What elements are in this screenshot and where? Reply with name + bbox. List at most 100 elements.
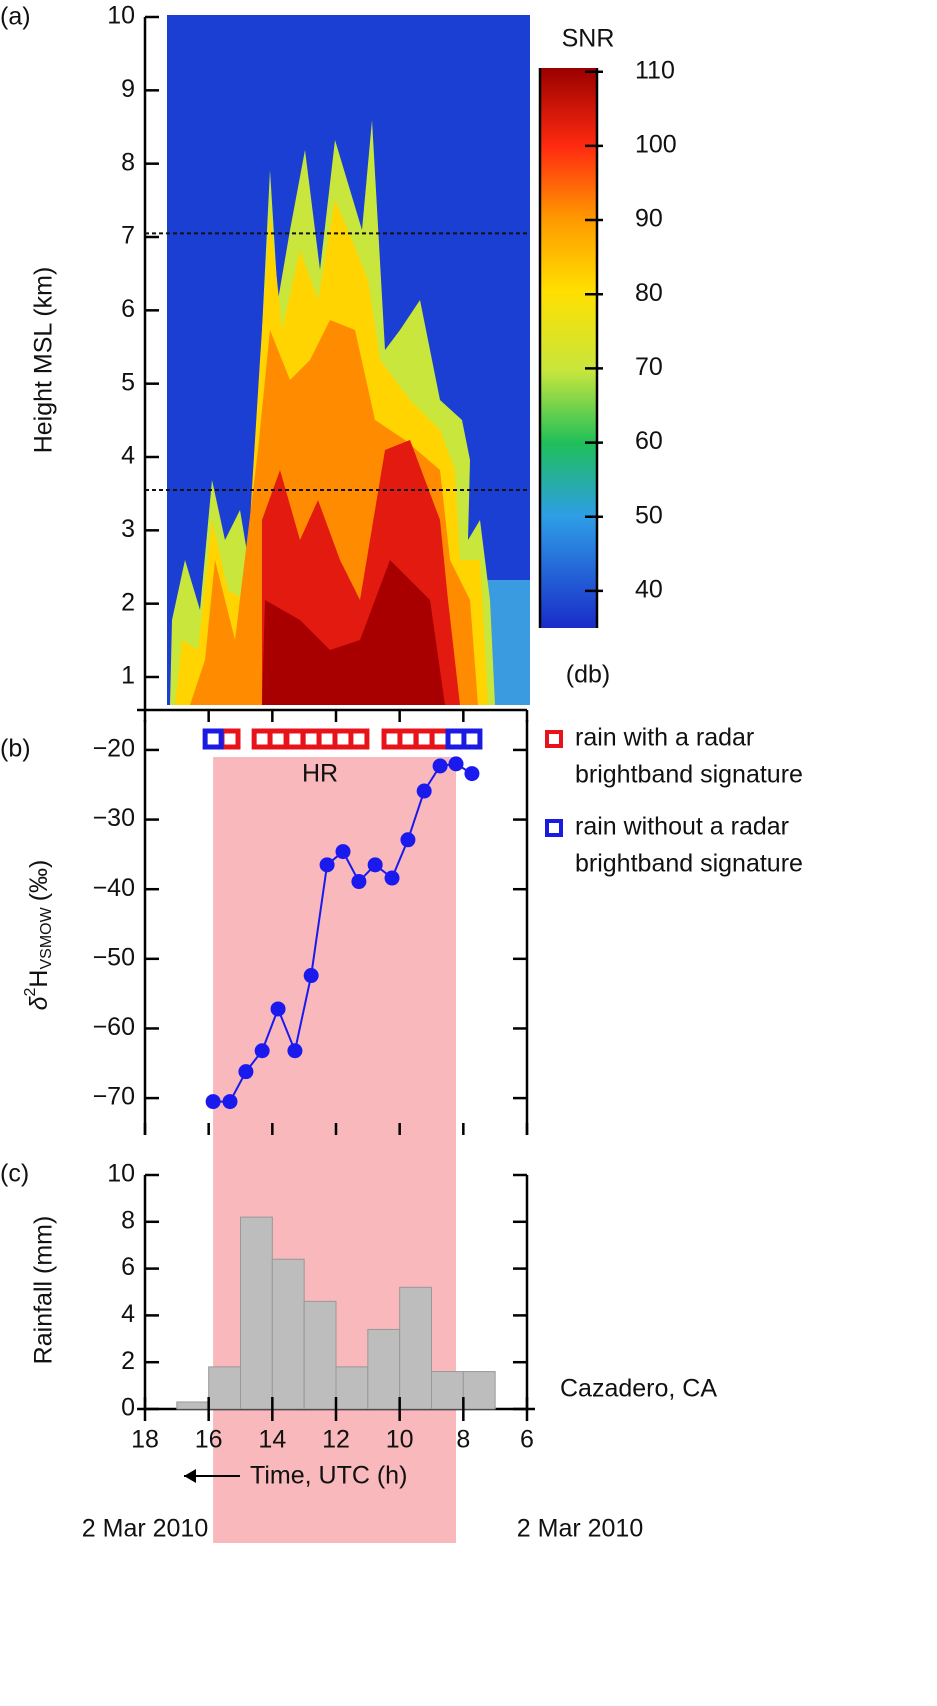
y-tick-label: 0 [121,1394,135,1422]
legend-label: brightband signature [575,761,803,789]
panel-label: (b) [0,735,31,763]
date-label: 2 Mar 2010 [517,1515,643,1543]
colorbar [540,68,597,628]
y-tick-label: 6 [121,1253,135,1281]
axes [137,17,599,1411]
data-point [367,857,383,873]
x-tick-label: 16 [195,1426,223,1454]
y-tick-label: 10 [107,2,135,30]
rain-marker [219,728,241,750]
legend-label: brightband signature [575,850,803,878]
y-tick-label: −50 [93,943,135,971]
bar [335,1366,369,1410]
bar [462,1371,496,1410]
data-point [222,1094,238,1110]
y-tick-label: 8 [121,148,135,176]
rain-marker [267,728,289,750]
data-point [254,1043,270,1059]
y-axis-label: δ2HVSMOW (‰) [22,860,55,1011]
colorbar-tick-label: 80 [635,279,663,307]
legend-label: rain with a radar [575,724,754,752]
panel-label: (a) [0,3,31,31]
y-axis-label: Height MSL (km) [30,267,58,454]
colorbar-tick-label: 70 [635,353,663,381]
radar-image [167,15,530,705]
colorbar-tick-label: 60 [635,427,663,455]
y-tick-label: 5 [121,368,135,396]
colorbar-tick-label: 110 [635,56,675,84]
y-label-part: 2 [22,987,39,996]
rain-marker [202,728,224,750]
bar [176,1401,210,1410]
data-point [400,832,416,848]
date-label: 2 Mar 2010 [82,1515,208,1543]
y-tick-label: 7 [121,222,135,250]
y-tick-label: 1 [121,662,135,690]
data-point [205,1094,221,1110]
y-tick-label: 4 [121,1300,135,1328]
data-point [416,783,432,799]
y-label-part: δ [25,995,53,1010]
legend-marker [545,819,563,837]
y-tick-label: −20 [93,735,135,763]
y-tick-label: 4 [121,442,135,470]
x-tick-label: 18 [131,1426,159,1454]
annotation: HR [302,760,338,788]
y-tick-label: −60 [93,1013,135,1041]
time-arrow [184,1469,240,1483]
y-axis-label: Rainfall (mm) [30,1216,58,1365]
x-tick-label: 6 [520,1426,534,1454]
data-point [384,870,400,886]
rain-marker [348,728,370,750]
y-tick-label: 3 [121,515,135,543]
data-point [464,766,480,782]
bar [303,1300,337,1410]
bar [431,1371,464,1410]
data-point [432,758,448,774]
x-axis-label: Time, UTC (h) [250,1462,407,1490]
panel-label: (c) [0,1160,29,1188]
y-tick-label: 2 [121,1347,135,1375]
bar [367,1328,401,1410]
rain-marker [284,728,306,750]
colorbar-tick-label: 100 [635,130,677,158]
y-tick-label: −40 [93,874,135,902]
data-point [448,756,464,772]
data-point [335,844,351,860]
colorbar-title: SNR [562,25,615,53]
rain-marker [461,728,483,750]
y-tick-label: −30 [93,804,135,832]
x-tick-label: 12 [322,1426,350,1454]
colorbar-tick-label: 50 [635,501,663,529]
hr-region [213,757,457,1543]
data-point [270,1001,286,1017]
data-point [319,857,335,873]
colorbar-tick-label: 40 [635,576,663,604]
data-point [238,1064,254,1080]
y-label-part: (‰) [25,860,53,902]
x-tick-label: 8 [456,1426,470,1454]
data-point [351,874,367,890]
y-tick-label: −70 [93,1083,135,1111]
y-tick-label: 9 [121,75,135,103]
bar [399,1286,432,1410]
x-tick-label: 14 [258,1426,286,1454]
y-label-part: VSMOW [38,906,55,969]
bar [208,1366,242,1410]
bar [271,1258,305,1410]
x-tick-label: 10 [386,1426,414,1454]
bar [240,1216,273,1410]
y-label-part: H [25,970,53,988]
data-point [303,968,319,984]
legend-label: rain without a radar [575,813,789,841]
annotation: Cazadero, CA [560,1375,717,1403]
rain-marker [397,728,419,750]
y-tick-label: 8 [121,1206,135,1234]
data-point [287,1043,303,1059]
y-tick-label: 6 [121,295,135,323]
colorbar-unit: (db) [566,661,610,689]
y-tick-label: 2 [121,588,135,616]
legend-marker [545,730,563,748]
colorbar-tick-label: 90 [635,205,663,233]
